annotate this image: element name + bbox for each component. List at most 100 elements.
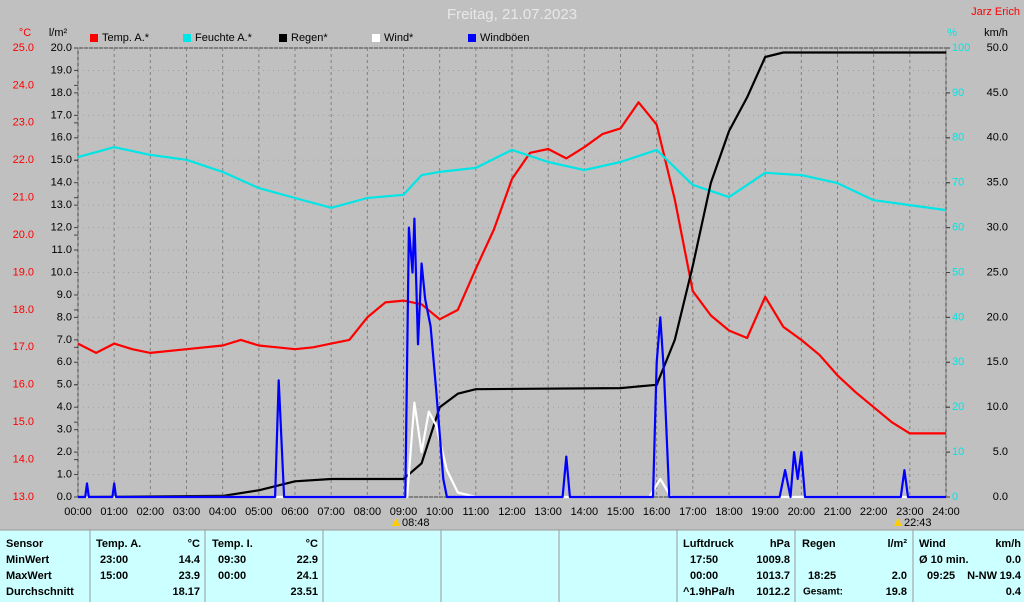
y-tick-label: 20.0	[51, 42, 72, 54]
x-tick-label: 02:00	[137, 506, 165, 518]
y-tick-label: 21.0	[13, 192, 34, 204]
table-body: Sensor MinWert MaxWert Durchschnitt Temp…	[6, 538, 1022, 598]
x-tick-label: 10:00	[426, 506, 454, 518]
y-tick-label: 19.0	[13, 266, 34, 278]
x-tick-label: 22:00	[860, 506, 888, 518]
cell: l/m²	[887, 538, 907, 550]
y-tick-label: 3.0	[57, 424, 72, 436]
y-tick-label: 40	[952, 311, 964, 323]
y-tick-label: 23.0	[13, 117, 34, 129]
legend-label: Feuchte A.*	[195, 32, 253, 44]
cell: MaxWert	[6, 570, 52, 582]
stats-table	[0, 530, 1024, 602]
series-line	[78, 217, 946, 499]
x-tick-label: 09:00	[390, 506, 418, 518]
legend-swatch	[279, 34, 287, 42]
y-tick-label: 0.0	[57, 491, 72, 503]
cell: 24.1	[297, 570, 318, 582]
y-tick-label: 20	[952, 401, 964, 413]
x-tick-label: 17:00	[679, 506, 707, 518]
y-tick-label: 17.0	[51, 109, 72, 121]
x-tick-label: 06:00	[281, 506, 309, 518]
legend-label: Regen*	[291, 32, 328, 44]
cell: km/h	[995, 538, 1021, 550]
y-tick-label: 13.0	[51, 199, 72, 211]
x-tick-label: 05:00	[245, 506, 273, 518]
y-tick-label: 20.0	[987, 311, 1008, 323]
y-tick-label: 10.0	[987, 401, 1008, 413]
y-tick-label: 15.0	[987, 356, 1008, 368]
y-tick-label: 100	[952, 42, 970, 54]
series-line	[77, 146, 947, 212]
y-tick-label: 25.0	[987, 266, 1008, 278]
cell: °C	[306, 538, 318, 550]
y-tick-label: 40.0	[987, 132, 1008, 144]
legend-swatch	[183, 34, 191, 42]
cell: Sensor	[6, 538, 44, 550]
annotation-marker	[894, 518, 902, 526]
y-tick-label: 5.0	[993, 446, 1008, 458]
x-tick-label: 15:00	[607, 506, 635, 518]
cell: 22.9	[297, 554, 318, 566]
cell: 1009.8	[756, 554, 790, 566]
y-tick-label: 17.0	[13, 341, 34, 353]
y-tick-label: 18.0	[13, 304, 34, 316]
annotation: 08:48	[402, 517, 430, 529]
y-tick-label: 13.0	[13, 491, 34, 503]
y-tick-label: 12.0	[51, 222, 72, 234]
series-line	[77, 101, 946, 435]
cell: 19.8	[886, 586, 907, 598]
series-line	[78, 401, 946, 499]
annotation: 22:43	[904, 517, 932, 529]
x-tick-label: 03:00	[173, 506, 201, 518]
legend-label: Temp. A.*	[102, 32, 150, 44]
x-tick-label: 14:00	[571, 506, 599, 518]
x-tick-label: 08:00	[354, 506, 382, 518]
cell: 2.0	[892, 570, 907, 582]
y-tick-label: 35.0	[987, 177, 1008, 189]
y-tick-label: 11.0	[51, 244, 72, 256]
cell: ^1.9hPa/h	[683, 586, 735, 598]
x-tick-label: 20:00	[788, 506, 816, 518]
x-tick-label: 13:00	[534, 506, 562, 518]
y-tick-label: 18.0	[51, 87, 72, 99]
cell: MinWert	[6, 554, 50, 566]
y-tick-label: 14.0	[51, 177, 72, 189]
y-tick-label: 5.0	[57, 379, 72, 391]
y-tick-label: 15.0	[13, 416, 34, 428]
marks	[77, 51, 947, 499]
cell: 18:25	[808, 570, 836, 582]
cell: 14.4	[179, 554, 201, 566]
cell: 09:25	[927, 570, 955, 582]
y-tick-label: 0.0	[993, 491, 1008, 503]
cell: 0.0	[1006, 554, 1021, 566]
y-tick-label: 50	[952, 266, 964, 278]
cell: hPa	[770, 538, 791, 550]
y-tick-label: 60	[952, 222, 964, 234]
cell: 23.9	[179, 570, 200, 582]
legend-swatch	[372, 34, 380, 42]
annotation-marker	[392, 518, 400, 526]
cell: 1012.2	[756, 586, 790, 598]
cell: Wind	[919, 538, 946, 550]
cell: °C	[188, 538, 200, 550]
x-tick-label: 01:00	[100, 506, 128, 518]
y-tick-label: 10.0	[51, 266, 72, 278]
axis-unit: km/h	[984, 27, 1008, 39]
cell: 09:30	[218, 554, 246, 566]
grid	[74, 47, 950, 498]
x-tick-label: 11:00	[462, 506, 489, 518]
cell: Luftdruck	[683, 538, 735, 550]
cell: N-NW	[967, 570, 998, 582]
x-tick-label: 16:00	[643, 506, 671, 518]
y-tick-label: 70	[952, 177, 964, 189]
y-tick-label: 30.0	[987, 222, 1008, 234]
table-lines	[0, 529, 1024, 602]
cell: 1013.7	[756, 570, 790, 582]
y-tick-label: 50.0	[987, 42, 1008, 54]
legend-label: Wind*	[384, 32, 414, 44]
cell: Regen	[802, 538, 836, 550]
axis-unit: l/m²	[49, 27, 68, 39]
